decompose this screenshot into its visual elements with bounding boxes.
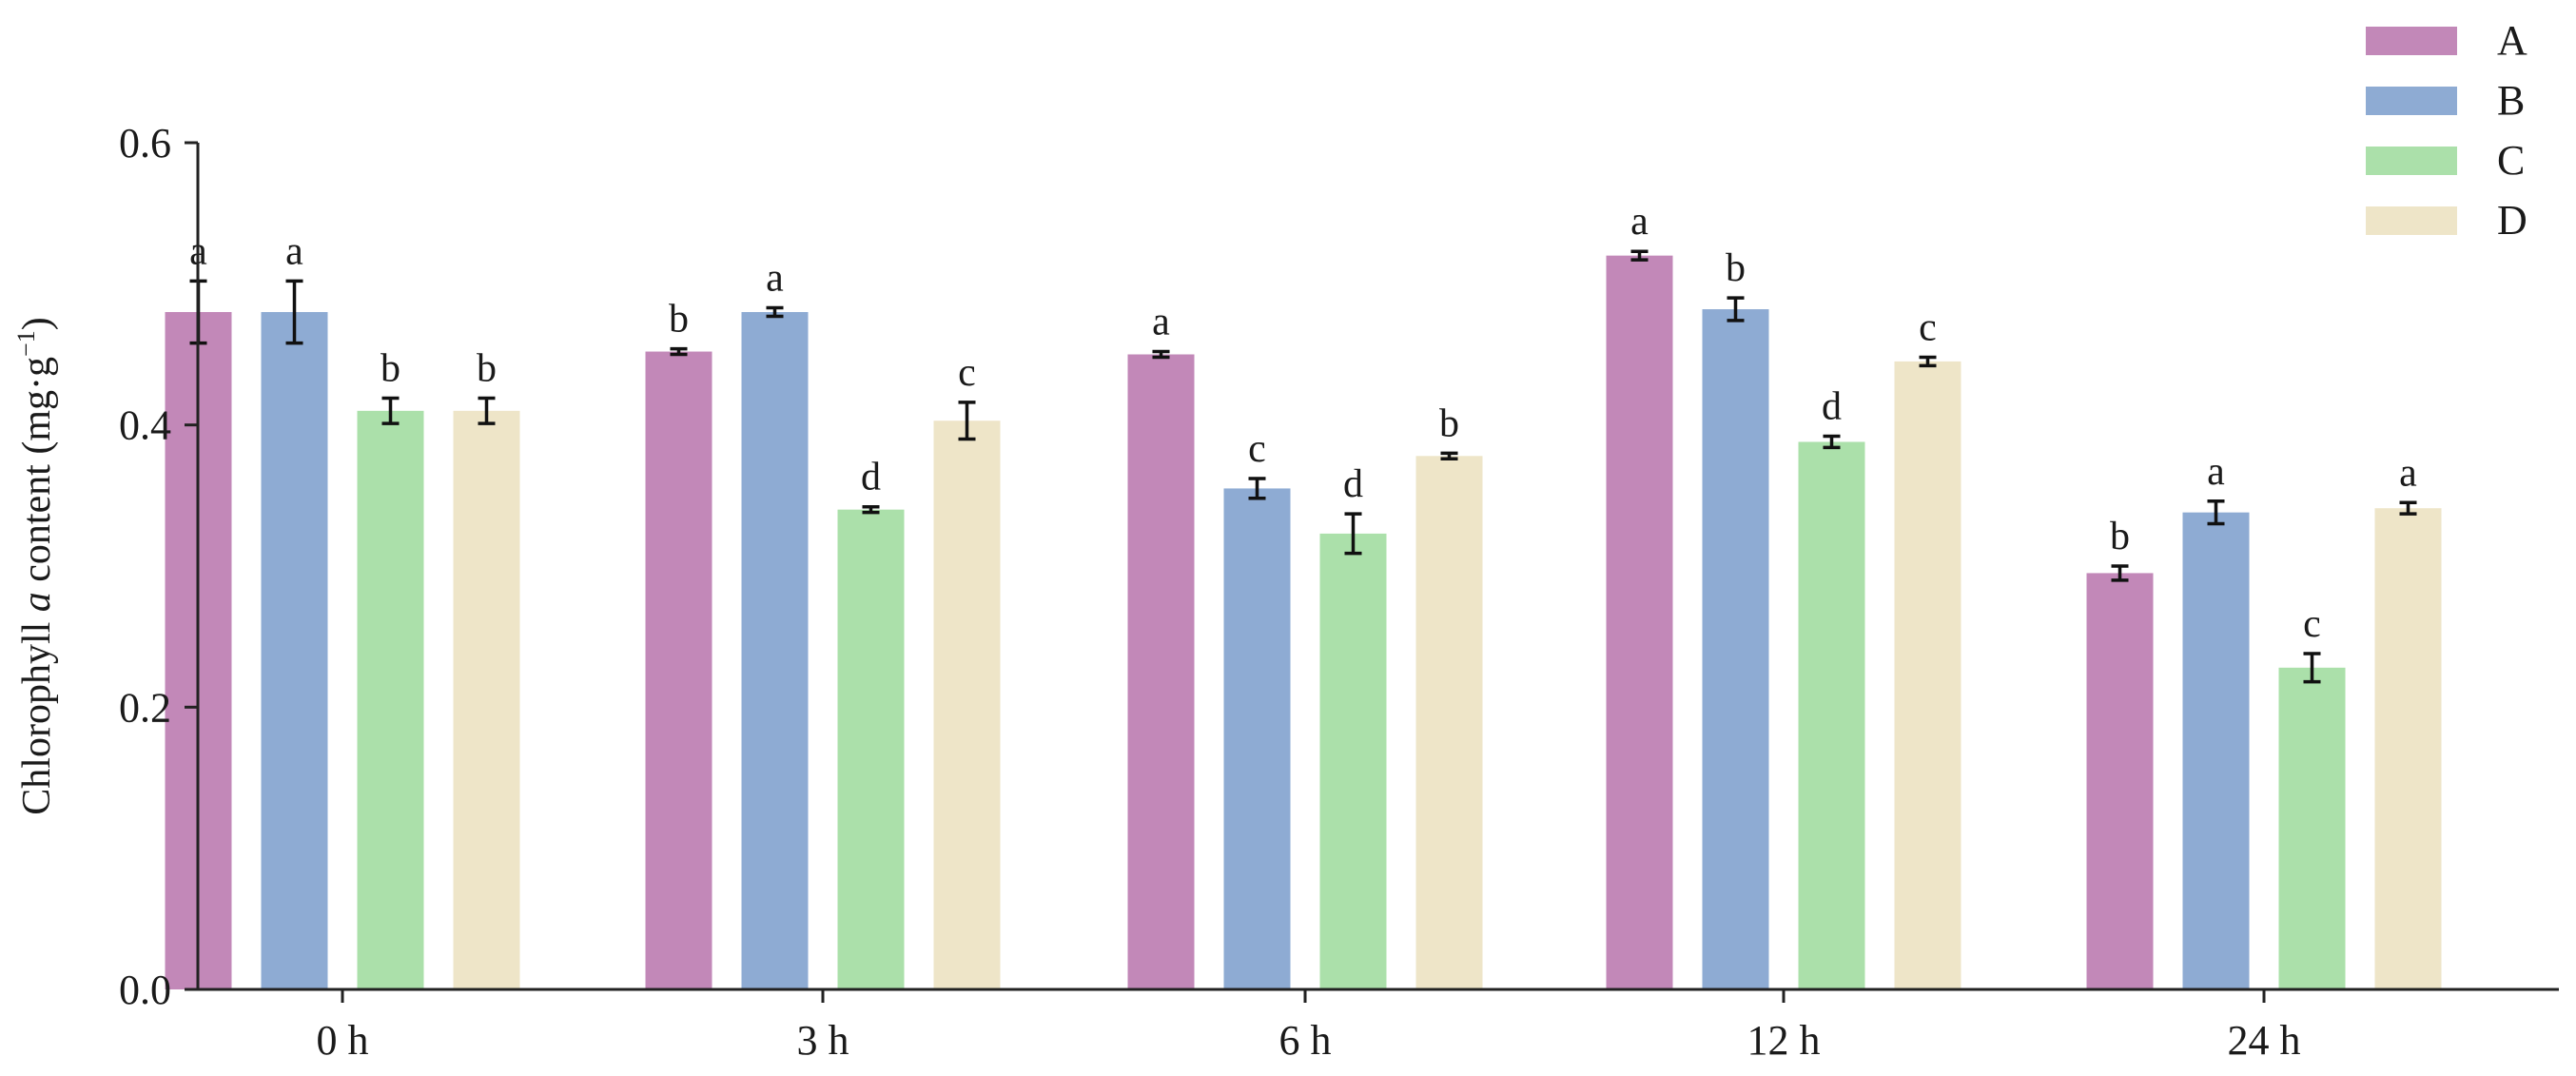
bar — [2278, 667, 2346, 989]
error-bar — [670, 346, 688, 357]
significance-label: b — [1439, 401, 1459, 445]
error-bar — [862, 504, 880, 515]
error-bar — [1823, 434, 1841, 450]
bar — [1798, 441, 1865, 989]
error-bar — [1344, 512, 1362, 556]
significance-label: a — [285, 229, 303, 273]
bar — [645, 351, 712, 989]
error-bar — [1152, 349, 1170, 360]
error-bar — [958, 401, 976, 441]
x-tick-label: 3 h — [797, 1017, 849, 1064]
error-bar — [2303, 652, 2321, 684]
legend-label: D — [2497, 197, 2527, 244]
y-axis-title-prefix: Chlorophyll — [15, 612, 59, 815]
significance-label: a — [2207, 450, 2225, 494]
legend-swatch — [2366, 206, 2457, 235]
y-tick-label: 0.0 — [119, 967, 171, 1013]
significance-label: a — [766, 257, 784, 301]
y-tick-label: 0.6 — [119, 120, 171, 166]
error-bar — [1630, 249, 1649, 262]
significance-label: b — [477, 346, 497, 390]
bar — [261, 312, 328, 989]
significance-label: a — [1152, 301, 1170, 344]
significance-label: a — [1630, 200, 1649, 244]
y-ticks-layer: 0.0 0.2 0.4 0.6 — [119, 120, 198, 1013]
bar — [1415, 456, 1483, 989]
y-axis-title-italic: a — [15, 592, 59, 612]
bar — [1894, 361, 1961, 990]
bar — [1127, 354, 1195, 989]
y-axis-title-close: ) — [15, 317, 59, 330]
significance-label: c — [1248, 427, 1266, 471]
x-tick-label: 12 h — [1747, 1017, 1821, 1064]
significance-label: b — [1726, 246, 1746, 290]
legend-swatch — [2366, 27, 2457, 55]
legend-label: C — [2497, 137, 2525, 184]
error-bar — [2399, 500, 2417, 516]
significance-label: b — [669, 298, 689, 342]
x-tick-label: 0 h — [317, 1017, 369, 1064]
x-ticks-layer: 0 h 3 h 6 h 12 h 24 h — [317, 989, 2301, 1064]
error-bar — [2207, 499, 2225, 526]
significance-label: c — [1919, 305, 1937, 349]
bar — [1606, 255, 1673, 990]
error-bar — [1919, 355, 1937, 368]
significance-label: d — [861, 456, 881, 499]
bar — [453, 410, 520, 989]
bars-layer — [165, 255, 2442, 990]
error-bar — [2111, 564, 2129, 582]
bar — [2182, 512, 2250, 989]
error-bar — [1440, 451, 1458, 461]
bar — [1223, 488, 1291, 989]
bar — [933, 421, 1001, 989]
y-axis-title: Chlorophyll a content (mg·g−1) — [12, 317, 59, 814]
bar — [1319, 533, 1387, 989]
bar — [357, 410, 424, 989]
significance-label: c — [2303, 602, 2321, 646]
significance-label: b — [2110, 515, 2130, 558]
bar — [2374, 508, 2442, 989]
legend-swatch — [2366, 87, 2457, 115]
significance-label: c — [958, 351, 976, 395]
legend-label: A — [2497, 17, 2527, 64]
bar — [837, 509, 905, 989]
error-bars-layer — [189, 249, 2417, 684]
bar — [741, 312, 809, 989]
error-bar — [285, 279, 303, 345]
error-bar — [1727, 296, 1745, 323]
significance-label: d — [1343, 462, 1363, 506]
x-tick-label: 24 h — [2228, 1017, 2301, 1064]
error-bar — [381, 396, 400, 425]
bar — [1702, 309, 1769, 989]
legend-swatch — [2366, 147, 2457, 175]
significance-label: a — [2399, 451, 2417, 495]
y-axis-title-suffix: content (mg·g — [15, 357, 59, 592]
error-bar — [478, 396, 496, 425]
y-axis-title-exponent: −1 — [12, 330, 40, 357]
x-tick-label: 6 h — [1279, 1017, 1332, 1064]
y-tick-label: 0.2 — [119, 684, 171, 731]
error-bar — [1248, 477, 1266, 500]
significance-label: b — [381, 346, 400, 390]
significance-label: d — [1822, 385, 1842, 429]
error-bar — [766, 305, 784, 319]
y-tick-label: 0.4 — [119, 402, 171, 449]
legend-label: B — [2497, 77, 2525, 124]
bar — [2086, 573, 2154, 989]
